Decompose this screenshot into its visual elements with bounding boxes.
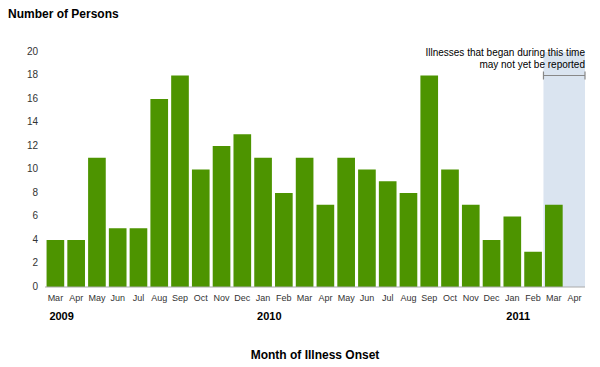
x-tick-label: Mar: [546, 293, 562, 303]
y-tick-label: 20: [27, 46, 39, 57]
y-tick-label: 10: [27, 163, 39, 174]
bar: [109, 228, 127, 287]
x-tick-label: Jan: [505, 293, 520, 303]
bar: [130, 228, 148, 287]
x-tick-label: Feb: [525, 293, 541, 303]
x-tick-label: Apr: [69, 293, 83, 303]
y-tick-label: 6: [32, 210, 38, 221]
y-tick-label: 2: [32, 257, 38, 268]
year-label: 2009: [49, 310, 73, 322]
bracket-end: [543, 72, 544, 80]
x-tick-label: Sep: [421, 293, 437, 303]
bar: [47, 240, 65, 287]
x-tick-label: Mar: [297, 293, 313, 303]
bar: [441, 170, 459, 288]
shaded-region: [543, 52, 585, 287]
year-label: 2011: [506, 310, 530, 322]
x-tick-label: Aug: [400, 293, 416, 303]
bar: [171, 76, 189, 288]
bar: [254, 158, 272, 287]
bar: [296, 158, 314, 287]
bracket-end: [584, 72, 585, 80]
y-tick-label: 16: [27, 93, 39, 104]
x-tick-label: Mar: [48, 293, 64, 303]
y-tick-label: 18: [27, 69, 39, 80]
x-axis: MarAprMayJunJulAugSepOctNovDecJanFebMarA…: [48, 293, 582, 322]
annotation-line: Illnesses that began during this time: [425, 47, 585, 58]
bar: [213, 146, 231, 287]
y-tick-label: 0: [32, 281, 38, 292]
bar: [88, 158, 106, 287]
x-tick-label: Apr: [318, 293, 332, 303]
x-tick-label: Jul: [133, 293, 145, 303]
bar: [503, 217, 521, 288]
bar: [337, 158, 355, 287]
bar: [462, 205, 480, 287]
plot-area: [47, 52, 585, 287]
bar: [150, 99, 168, 287]
x-tick-label: Dec: [234, 293, 251, 303]
bar: [67, 240, 85, 287]
bar: [192, 170, 210, 288]
bar: [545, 205, 563, 287]
x-tick-label: Nov: [463, 293, 480, 303]
x-tick-label: Oct: [443, 293, 458, 303]
x-tick-label: Dec: [484, 293, 501, 303]
x-tick-label: May: [88, 293, 106, 303]
y-tick-label: 4: [32, 234, 38, 245]
x-tick-label: May: [338, 293, 356, 303]
bracket-line: [543, 75, 585, 76]
x-tick-label: Sep: [172, 293, 188, 303]
x-tick-label: Jun: [360, 293, 375, 303]
bar: [317, 205, 335, 287]
chart: 0 2 4 6 8 10 12 14 16 18 20 Mar Apr May Jun Jul Aug Sep Oc…: [0, 0, 600, 367]
bar: [420, 76, 438, 288]
bracket: [543, 72, 585, 80]
y-tick-label: 8: [32, 187, 38, 198]
x-axis-title: Month of Illness Onset: [251, 348, 380, 362]
x-tick-label: Oct: [194, 293, 209, 303]
x-tick-label: Nov: [214, 293, 231, 303]
x-tick-label: Apr: [568, 293, 582, 303]
x-tick-label: Jun: [110, 293, 125, 303]
y-tick-label: 12: [27, 140, 39, 151]
bar: [358, 170, 376, 288]
bar: [400, 193, 418, 287]
x-tick-label: Jul: [382, 293, 394, 303]
x-tick-label: Aug: [151, 293, 167, 303]
annotation-line: may not yet be reported: [479, 59, 585, 70]
bar: [483, 240, 501, 287]
y-axis: 0 2 4 6 8 10 12 14 16 18 20: [27, 46, 39, 292]
year-label: 2010: [257, 310, 281, 322]
bar: [233, 134, 251, 287]
x-tick-label: Feb: [276, 293, 292, 303]
bar: [524, 252, 542, 287]
annotation: Illnesses that began during this timemay…: [425, 47, 585, 70]
x-tick-label: Jan: [256, 293, 271, 303]
x-axis-line: [45, 287, 585, 288]
y-tick-label: 14: [27, 116, 39, 127]
y-axis-title: Number of Persons: [8, 7, 119, 21]
bar: [275, 193, 293, 287]
bar: [379, 181, 397, 287]
